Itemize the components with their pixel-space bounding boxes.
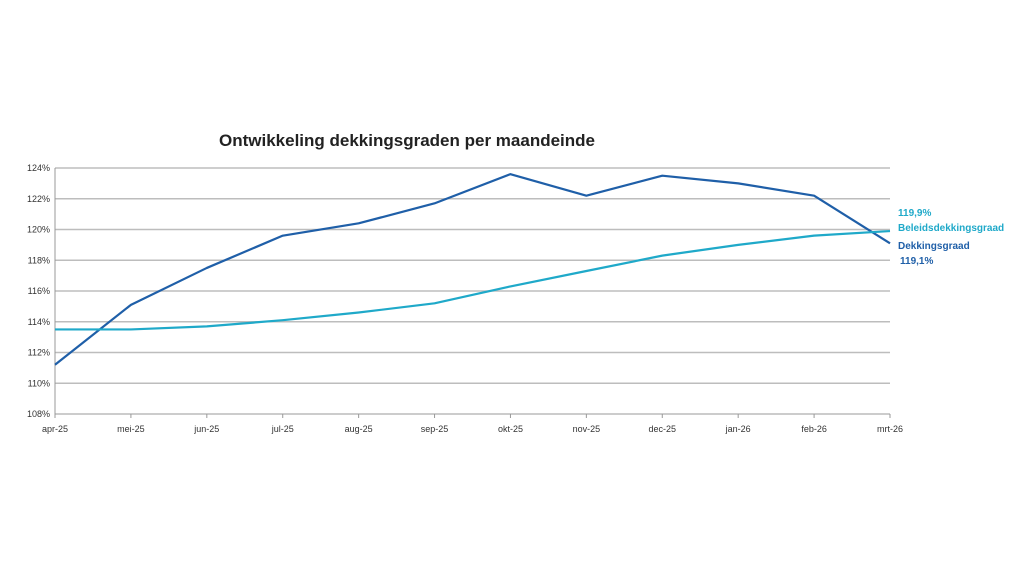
x-tick-label: mrt-26: [877, 424, 903, 434]
y-tick-label: 118%: [28, 255, 50, 265]
x-tick-label: nov-25: [573, 424, 601, 434]
y-tick-label: 114%: [28, 317, 50, 327]
x-tick-label: okt-25: [498, 424, 523, 434]
x-tick-label: feb-26: [801, 424, 827, 434]
series-line-dekkingsgraad: [54, 173, 891, 366]
series-line-beleidsdekkingsgraad: [55, 229, 891, 331]
y-tick-label: 124%: [27, 163, 50, 173]
y-tick-label: 112%: [28, 348, 50, 358]
chart-title: Ontwikkeling dekkingsgraden per maandein…: [219, 131, 595, 150]
x-tick-label: jun-25: [193, 424, 219, 434]
y-tick-label: 122%: [27, 194, 50, 204]
x-tick-label: jul-25: [271, 424, 294, 434]
x-tick-label: dec-25: [649, 424, 677, 434]
x-tick-label: mei-25: [117, 424, 145, 434]
y-tick-label: 116%: [28, 286, 50, 296]
y-tick-label: 110%: [28, 378, 50, 388]
x-tick-label: aug-25: [345, 424, 373, 434]
y-tick-label: 120%: [27, 225, 50, 235]
x-tick-label: sep-25: [421, 424, 449, 434]
y-tick-label: 108%: [27, 409, 50, 419]
legend-label-dekkingsgraad: Dekkingsgraad: [898, 241, 970, 252]
x-tick-label: apr-25: [42, 424, 68, 434]
legend-label-beleidsdekkingsgraad: Beleidsdekkingsgraad: [898, 223, 1004, 234]
end-label-dekkingsgraad: 119,1%: [900, 256, 933, 267]
end-label-beleidsdekkingsgraad: 119,9%: [898, 208, 931, 219]
x-tick-label: jan-26: [725, 424, 751, 434]
